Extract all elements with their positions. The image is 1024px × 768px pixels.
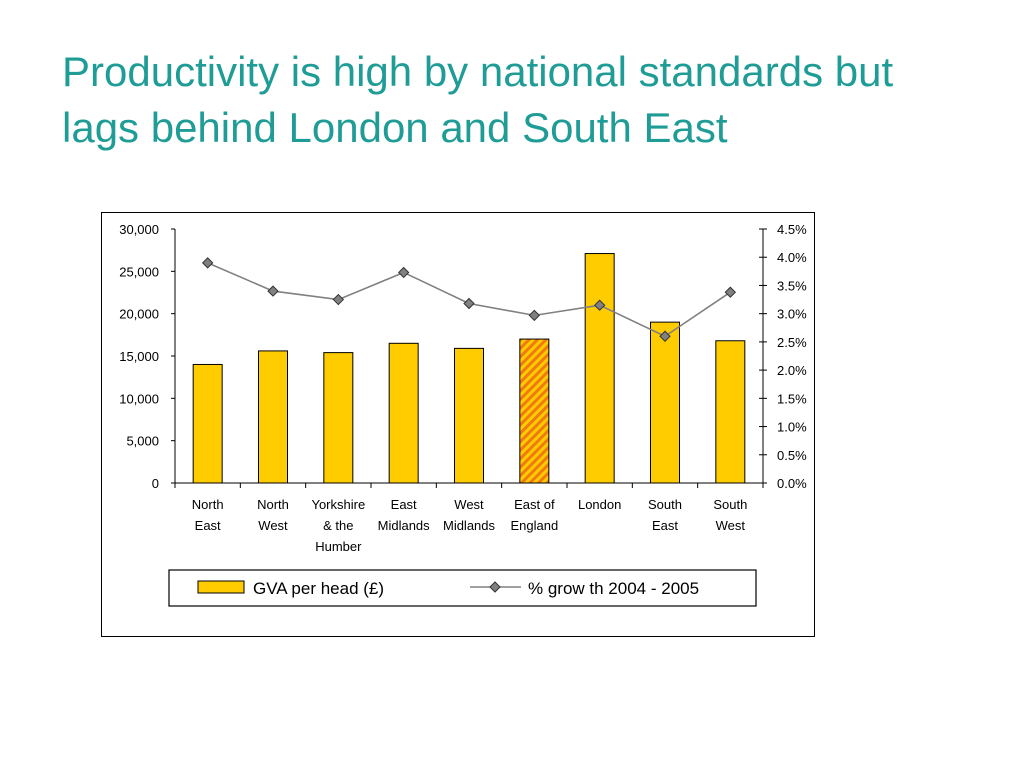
growth-marker (528, 309, 541, 322)
legend-bar-swatch (197, 580, 245, 594)
x-tick-label: Midlands (378, 518, 431, 533)
y-right-tick-label: 3.5% (777, 278, 807, 293)
growth-marker (332, 293, 345, 306)
x-tick-label: East of (514, 497, 555, 512)
growth-marker (593, 299, 606, 311)
bar-highlighted (519, 338, 550, 484)
y-right-tick-label: 4.5% (777, 222, 807, 237)
y-right-tick-label: 3.0% (777, 307, 807, 322)
x-tick-label: East (391, 497, 417, 512)
bar (584, 253, 615, 484)
x-tick-label: West (258, 518, 288, 533)
legend-marker-swatch (489, 581, 501, 593)
x-tick-label: Humber (315, 539, 362, 554)
x-tick-label: South (648, 497, 682, 512)
combo-chart: 0 5,000 10,000 15,000 20,000 25,000 30,000 0.0%… (119, 222, 807, 607)
page-title: Productivity is high by national standar… (62, 44, 1002, 156)
y-left-tick-label: 25,000 (119, 264, 159, 279)
growth-marker (397, 266, 410, 279)
bar (650, 321, 680, 484)
growth-marker (267, 285, 279, 297)
y-left-tick-label: 20,000 (119, 307, 159, 322)
x-tick-label: South (713, 497, 747, 512)
bar (323, 352, 354, 484)
legend-label-bars: GVA per head (£) (253, 579, 384, 598)
x-tick-label: West (454, 497, 484, 512)
y-right-tick-label: 0.0% (777, 476, 807, 491)
y-right-tick-label: 2.5% (777, 335, 807, 350)
y-right-tick-label: 0.5% (777, 448, 807, 463)
y-left-tick-label: 5,000 (126, 434, 159, 449)
y-left-tick-label: 30,000 (119, 222, 159, 237)
bar (388, 342, 419, 484)
x-tick-label: Yorkshire (311, 497, 365, 512)
x-tick-label: North (192, 497, 224, 512)
y-right-tick-label: 4.0% (777, 250, 807, 265)
x-tick-label: East (195, 518, 221, 533)
bar (715, 340, 746, 484)
growth-marker (659, 330, 671, 342)
x-tick-label: West (716, 518, 746, 533)
x-tick-label: North (257, 497, 289, 512)
y-right-tick-label: 1.5% (777, 391, 807, 406)
bar (454, 347, 484, 484)
x-tick-label: England (510, 518, 558, 533)
y-right-tick-label: 1.0% (777, 420, 807, 435)
title-line-2: lags behind London and South East (62, 104, 728, 151)
x-tick-label: East (652, 518, 678, 533)
x-tick-label: & the (323, 518, 353, 533)
y-left-tick-label: 15,000 (119, 349, 159, 364)
x-tick-label: Midlands (443, 518, 496, 533)
growth-marker (201, 257, 214, 269)
legend-box (168, 569, 757, 607)
bar (192, 363, 223, 484)
title-line-1: Productivity is high by national standar… (62, 48, 894, 95)
y-left-tick-label: 0 (152, 476, 159, 491)
y-right-tick-label: 2.0% (777, 363, 807, 378)
bar (258, 350, 288, 484)
legend-label-line: % grow th 2004 - 2005 (528, 579, 699, 598)
y-left-tick-label: 10,000 (119, 391, 159, 406)
x-tick-label: London (578, 497, 621, 512)
chart-frame: 0 5,000 10,000 15,000 20,000 25,000 30,000 0.0%… (101, 212, 815, 637)
growth-marker (724, 286, 737, 298)
growth-marker (463, 297, 475, 310)
